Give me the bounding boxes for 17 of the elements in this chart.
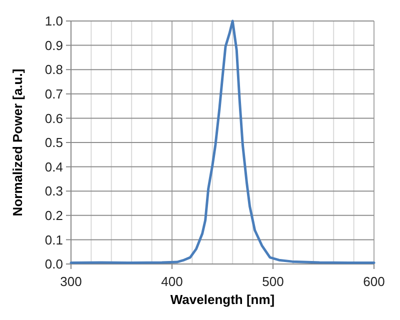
y-tick-label: 0.8 xyxy=(44,62,63,78)
y-tick-label: 0.9 xyxy=(44,38,63,53)
y-tick-label: 1.0 xyxy=(44,14,63,29)
y-tick-label: 0.2 xyxy=(44,208,63,223)
y-tick-label: 0.7 xyxy=(44,86,63,102)
x-tick-label: 600 xyxy=(363,274,385,289)
y-tick-label: 0.0 xyxy=(44,256,63,272)
y-tick-label: 0.3 xyxy=(44,184,63,199)
x-axis-title: Wavelength [nm] xyxy=(170,292,275,307)
x-tick-label: 500 xyxy=(262,274,284,289)
y-tick-label: 0.6 xyxy=(44,110,63,126)
y-tick-label: 0.1 xyxy=(44,232,63,248)
y-axis-title: Normalized Power [a.u.] xyxy=(10,68,25,216)
x-tick-label: 300 xyxy=(60,274,82,289)
y-tick-label: 0.4 xyxy=(44,159,63,174)
y-tick-label: 0.5 xyxy=(44,135,63,150)
x-tick-label: 400 xyxy=(161,274,183,289)
